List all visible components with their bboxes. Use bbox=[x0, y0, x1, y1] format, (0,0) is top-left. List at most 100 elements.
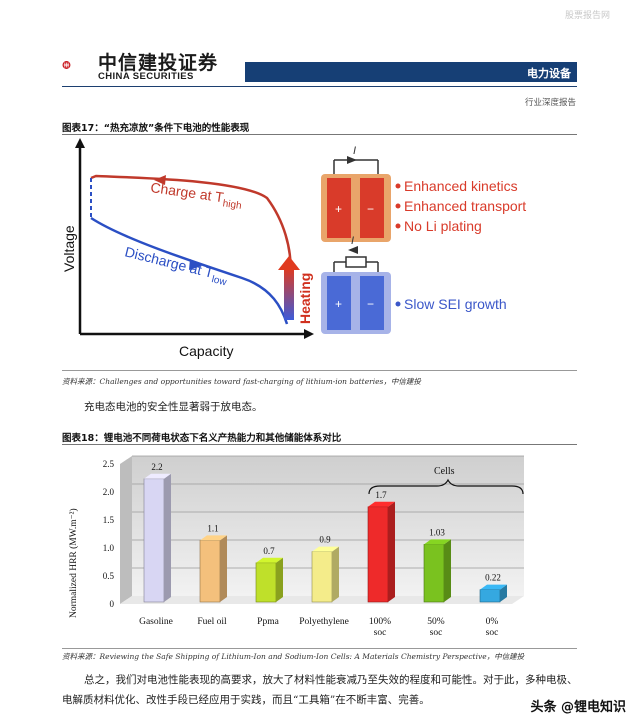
value-label: 0.7 bbox=[263, 546, 275, 556]
feature-enhanced-kinetics: Enhanced kinetics bbox=[404, 178, 518, 194]
bar-side bbox=[164, 473, 171, 602]
x-category-label: Polyethylene bbox=[299, 617, 349, 627]
hot-cell: I + − bbox=[321, 145, 391, 242]
x-category-label: soc bbox=[486, 628, 499, 638]
value-label: 0.9 bbox=[319, 535, 331, 545]
hrr-bar-chart: 0 0.5 1.0 1.5 2.0 2.5 Normalized HRR (MW.m⁻²)… bbox=[68, 455, 524, 638]
bar-front bbox=[199, 540, 221, 603]
feature-no-li-plating: No Li plating bbox=[404, 218, 482, 234]
y-tick-label: 2.0 bbox=[103, 487, 115, 497]
charge-arrow bbox=[154, 175, 166, 185]
x-labels: Gasoline Fuel oil Ppma Polyethylene 100%soc5… bbox=[139, 617, 498, 638]
figure17-source-rule bbox=[62, 370, 577, 371]
bar bbox=[367, 501, 395, 603]
watermark: 股票报告网 bbox=[564, 11, 610, 21]
bar-top bbox=[480, 584, 507, 590]
bar-side bbox=[332, 546, 339, 602]
feature-slow-sei-growth: Slow SEI growth bbox=[404, 296, 507, 312]
hot-cell-features: Enhanced kinetics Enhanced transport No … bbox=[395, 178, 526, 234]
bar-front bbox=[367, 506, 389, 603]
bar-top bbox=[200, 535, 227, 541]
value-label: 0.22 bbox=[485, 573, 501, 583]
figure17-rule bbox=[62, 134, 577, 135]
bar-top bbox=[424, 539, 451, 545]
bar bbox=[255, 557, 283, 603]
y-axis-label: Voltage bbox=[62, 225, 77, 272]
figure18-source-rule bbox=[62, 648, 577, 649]
y-tick-label: 2.5 bbox=[103, 459, 115, 469]
brand-name-en: CHINA SECURITIES bbox=[98, 71, 194, 82]
discharge-arrow bbox=[189, 259, 202, 270]
figure17-diagram: Voltage Capacity Charge at Thigh Dischar… bbox=[62, 138, 526, 359]
y-tick-label: 0.5 bbox=[103, 571, 115, 581]
value-label: 1.1 bbox=[207, 523, 218, 533]
paragraph-1: 充电态电池的安全性显著弱于放电态。 bbox=[84, 401, 263, 413]
bar-front bbox=[255, 562, 277, 603]
gridlines bbox=[132, 455, 524, 569]
x-category-label: 0% bbox=[486, 617, 499, 627]
cells-label: Cells bbox=[434, 466, 455, 477]
svg-text:I: I bbox=[351, 235, 354, 247]
svg-text:+: + bbox=[335, 297, 342, 311]
discharge-label: Discharge at Tlow bbox=[122, 243, 230, 288]
sector-banner: 电力设备 bbox=[245, 62, 577, 82]
x-category-label: 100% bbox=[369, 617, 391, 627]
y-tick-label: 0 bbox=[110, 599, 115, 609]
bar-front bbox=[423, 544, 445, 603]
footer-brand: 头条 @锂电知识 bbox=[530, 700, 626, 715]
bar bbox=[143, 473, 171, 603]
svg-text:−: − bbox=[367, 297, 374, 311]
report-type: 行业深度报告 bbox=[524, 98, 576, 108]
value-label: 1.03 bbox=[429, 527, 445, 537]
feature-enhanced-transport: Enhanced transport bbox=[404, 198, 526, 214]
bar-front bbox=[479, 589, 501, 603]
svg-text:I: I bbox=[353, 145, 356, 157]
bar-top bbox=[368, 501, 395, 507]
bar bbox=[423, 539, 451, 603]
china-securities-logo bbox=[62, 61, 71, 69]
figure18-source: 资料来源：Reviewing the Safe Shipping of Lith… bbox=[62, 652, 525, 661]
x-category-label: Gasoline bbox=[139, 617, 173, 627]
figure18-title: 图表18：锂电池不同荷电状态下名义产热能力和其他储能体系对比 bbox=[62, 433, 342, 444]
bar bbox=[479, 584, 507, 603]
y-axis-label: Normalized HRR (MW.m⁻²) bbox=[68, 508, 79, 618]
bar-side bbox=[388, 501, 395, 602]
y-tick-label: 1.5 bbox=[103, 515, 115, 525]
heating-arrow-shaft bbox=[284, 268, 294, 320]
bar-top bbox=[144, 473, 171, 479]
figure17-source: 资料来源：Challenges and opportunities toward… bbox=[62, 377, 421, 386]
bar-top bbox=[312, 546, 339, 552]
y-tick-label: 1.0 bbox=[103, 543, 115, 553]
bar-front bbox=[143, 478, 165, 603]
cells-bracket: Cells bbox=[368, 466, 524, 495]
bar-side bbox=[220, 535, 227, 602]
axes bbox=[75, 138, 314, 339]
header-divider bbox=[62, 86, 577, 87]
y-ticks: 0 0.5 1.0 1.5 2.0 2.5 bbox=[103, 459, 115, 609]
figure18-rule bbox=[62, 444, 577, 445]
x-category-label: 50% bbox=[427, 617, 445, 627]
cold-cell-features: Slow SEI growth bbox=[395, 296, 507, 312]
figure17-title: 图表17：“热充凉放”条件下电池的性能表现 bbox=[62, 123, 250, 134]
heating-label: Heating bbox=[297, 273, 313, 324]
x-category-label: Fuel oil bbox=[197, 617, 227, 627]
bars: 2.2 1.1 0.7 0.9 1.7 1.03 0.22 bbox=[143, 462, 507, 603]
x-axis-label: Capacity bbox=[179, 343, 233, 359]
sector-label: 电力设备 bbox=[527, 67, 571, 80]
bar-side bbox=[276, 557, 283, 602]
bar-front bbox=[311, 551, 333, 603]
chart-side-wall bbox=[120, 456, 132, 604]
x-category-label: soc bbox=[374, 628, 387, 638]
charge-curve bbox=[90, 174, 292, 285]
paragraph-2: 总之，我们对电池性能表现的高要求，放大了材料性能衰减乃至失效的程度和可能性。对于… bbox=[62, 674, 578, 706]
x-category-label: soc bbox=[430, 628, 443, 638]
discharge-curve bbox=[90, 216, 289, 325]
cold-cell: I + − bbox=[321, 235, 391, 334]
value-label: 1.7 bbox=[375, 490, 387, 500]
svg-text:+: + bbox=[335, 202, 342, 216]
bar bbox=[199, 535, 227, 603]
heating-arrow-head bbox=[278, 256, 300, 270]
svg-text:−: − bbox=[367, 202, 374, 216]
bar-top bbox=[256, 557, 283, 563]
value-label: 2.2 bbox=[151, 462, 162, 472]
